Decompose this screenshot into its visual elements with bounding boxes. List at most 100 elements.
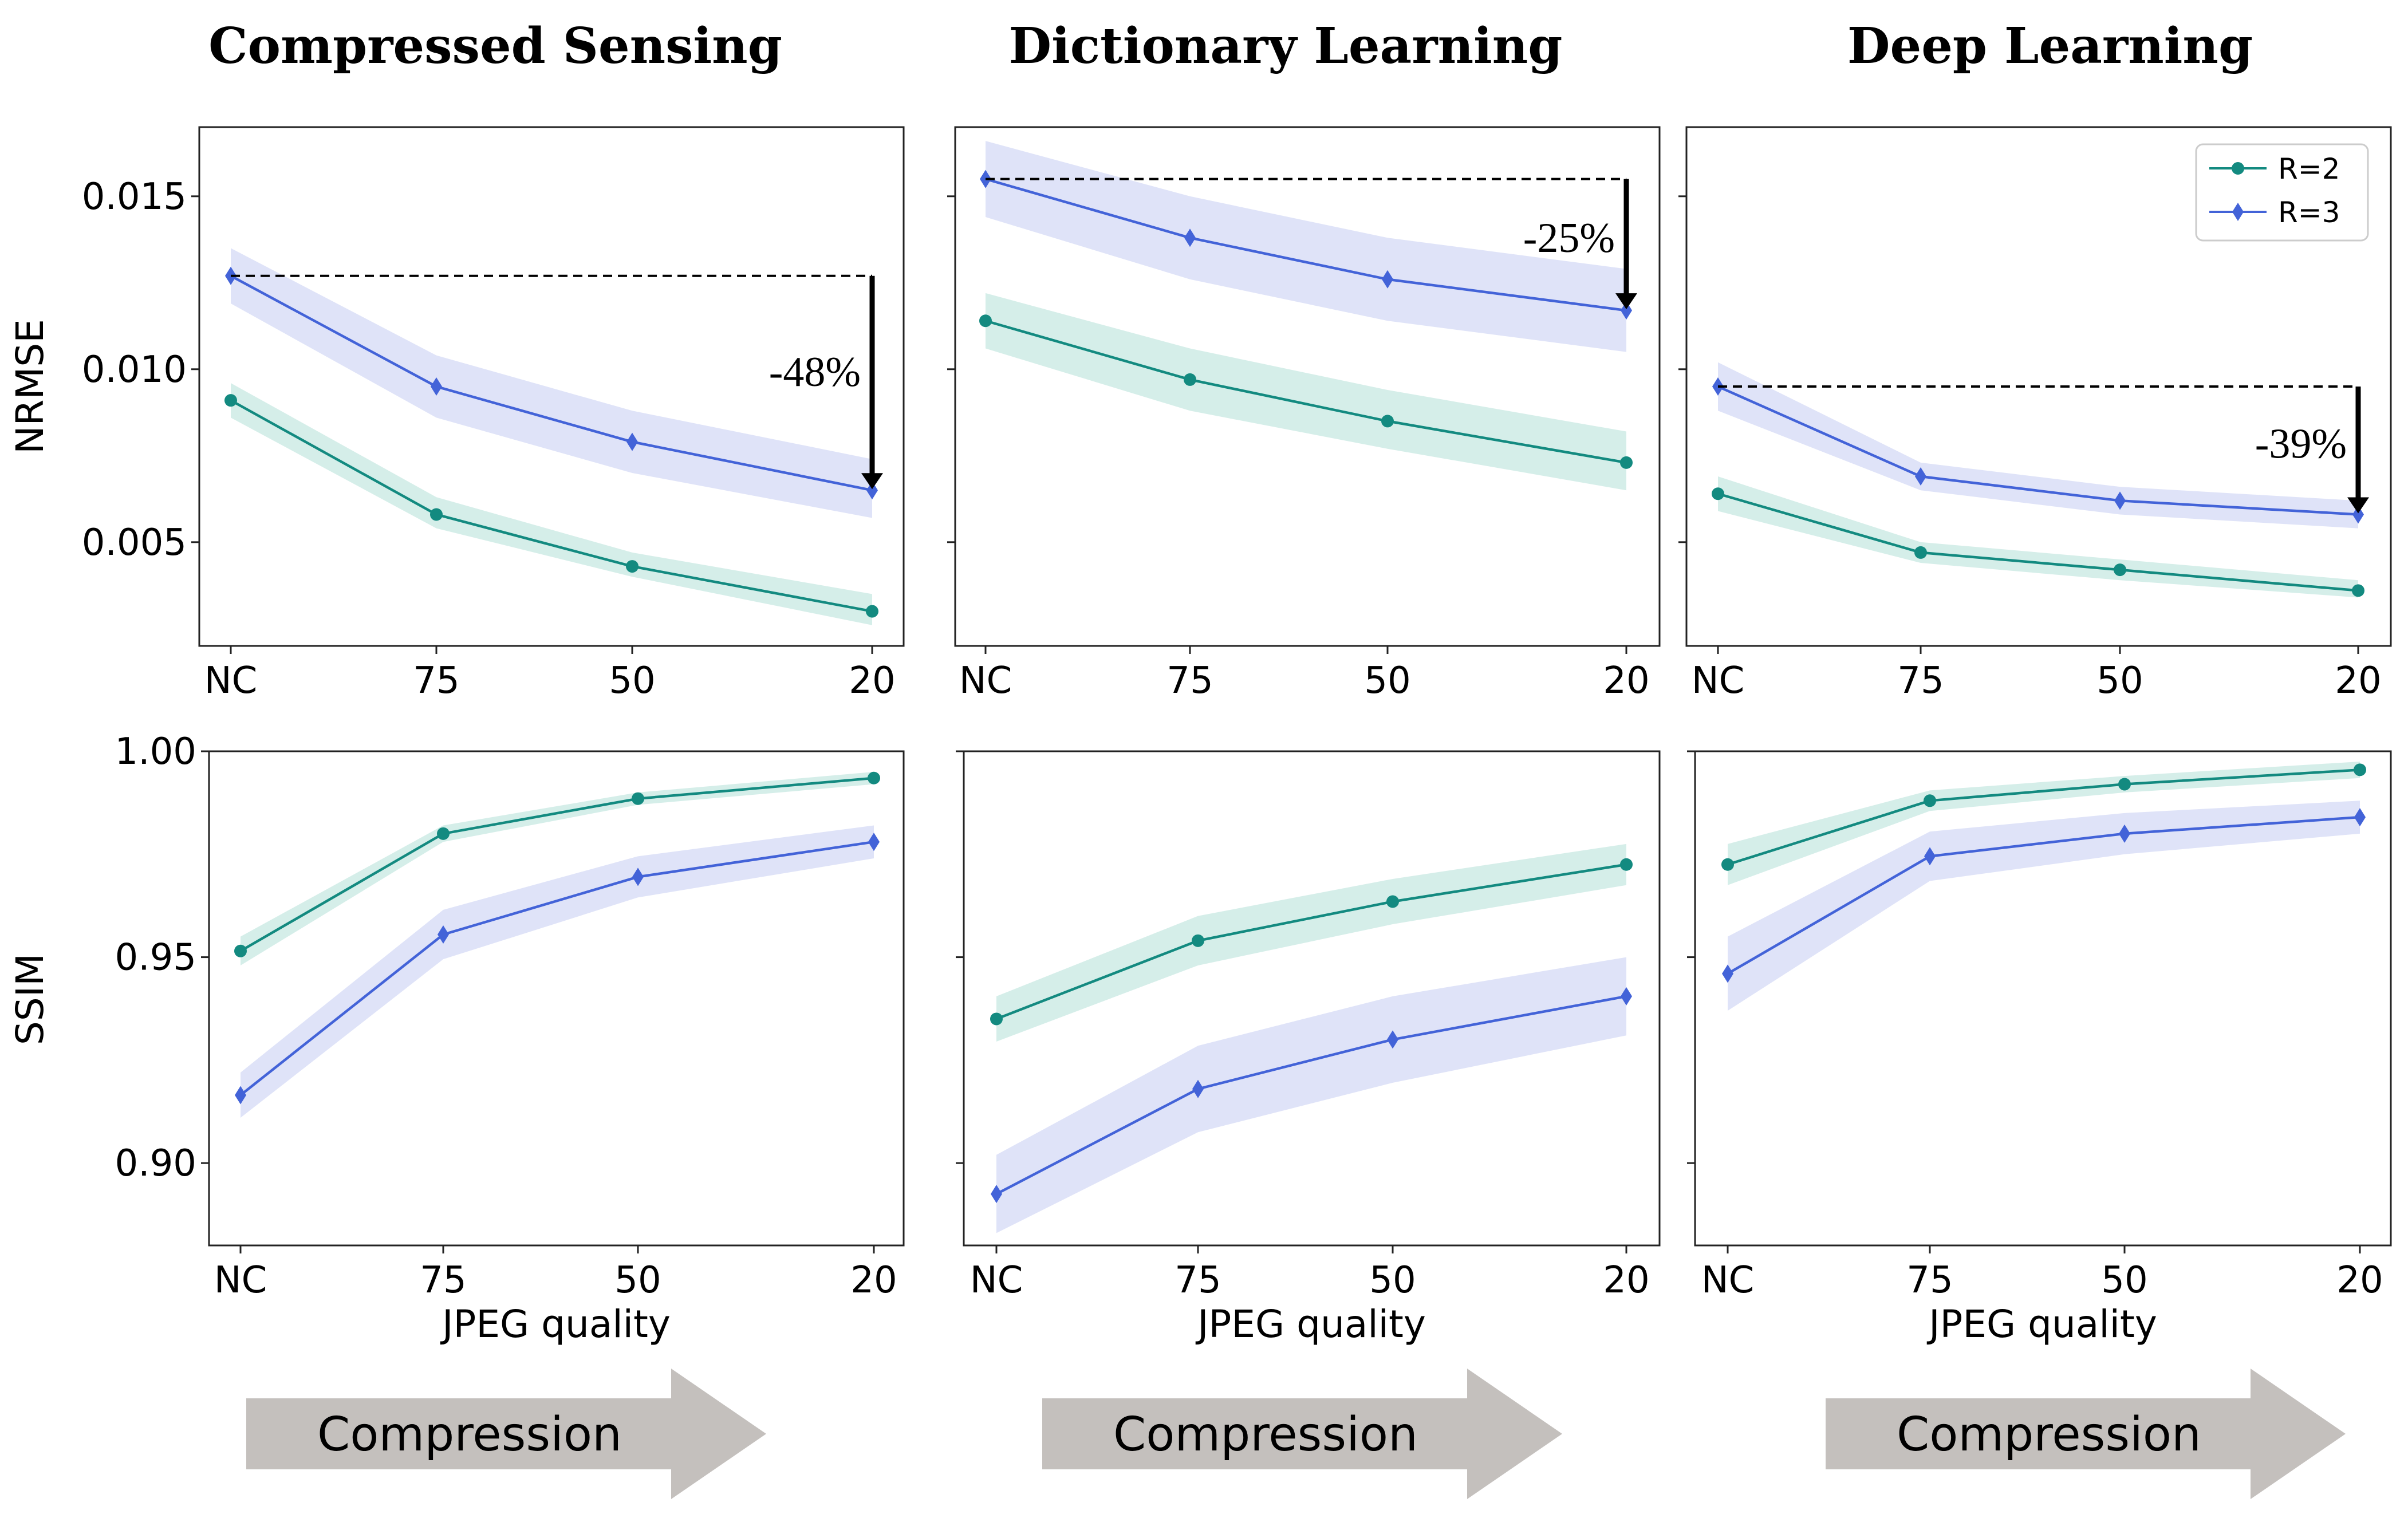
data-point-r2: [1924, 794, 1936, 807]
series-line-r3: [985, 178, 1627, 312]
data-point-r3: [1621, 987, 1632, 1006]
x-tick-label: 20: [1603, 1259, 1649, 1302]
data-point-r3: [1722, 964, 1733, 983]
annotation-percent-label: -48%: [769, 349, 861, 396]
x-tick-label: NC: [970, 1259, 1023, 1302]
x-tick-label: NC: [1692, 660, 1745, 702]
data-point-r2: [1721, 858, 1734, 871]
data-point-r2: [979, 314, 992, 328]
x-tick-label: 50: [609, 660, 655, 702]
x-tick-label: 50: [2101, 1259, 2147, 1302]
data-point-r3: [431, 377, 442, 396]
data-point-r3: [1915, 467, 1926, 486]
data-point-r2: [868, 771, 880, 784]
x-tick-label: NC: [204, 660, 258, 702]
data-point-r3: [1192, 1079, 1204, 1098]
legend: R=2 R=3: [2195, 143, 2369, 242]
data-point-r3: [1924, 847, 1936, 866]
data-point-r2: [437, 827, 450, 840]
column-title-deep-learning: Deep Learning: [1847, 17, 2253, 75]
data-point-r2: [626, 560, 639, 573]
x-tick-label: NC: [1701, 1259, 1755, 1302]
legend-marker-r3: [2232, 203, 2244, 221]
x-tick-label: 50: [1369, 1259, 1416, 1302]
x-tick-label: 20: [850, 1259, 897, 1302]
plot-frame: [963, 750, 1661, 1247]
plot-frame: [198, 126, 905, 647]
ssim-panel-compressed-sensing: 1.00 0.95 0.90 NC 75 50 20 SSIM JPEG quality: [8, 731, 905, 1346]
series-line-r3: [230, 274, 873, 492]
confidence-band-r2: [241, 771, 874, 965]
x-axis-label: JPEG quality: [1926, 1302, 2157, 1346]
data-point-r2: [1192, 934, 1204, 947]
y-tick-label: 0.90: [115, 1142, 197, 1185]
x-tick-label: 75: [1175, 1259, 1221, 1302]
data-point-r2: [632, 792, 644, 805]
series-line-r2: [230, 399, 873, 613]
x-tick-label: 75: [413, 660, 459, 702]
confidence-band-r3: [986, 141, 1626, 352]
x-tick-label: 20: [1603, 660, 1649, 702]
plot-frame: [1694, 750, 2392, 1247]
legend-marker-r2: [2232, 162, 2244, 175]
series-line-r3: [1717, 385, 2359, 516]
x-tick-label: 50: [1364, 660, 1410, 702]
data-point-r3: [438, 925, 449, 944]
y-tick-label: 0.005: [82, 522, 187, 564]
data-point-r3: [866, 481, 878, 500]
data-point-r2: [224, 394, 237, 407]
data-point-r2: [430, 508, 443, 521]
annotation-arrow-head: [2347, 497, 2369, 514]
x-tick-label: NC: [214, 1259, 267, 1302]
compression-arrow-shape: [1042, 1369, 1562, 1499]
data-point-r2: [2352, 584, 2364, 597]
y-tick-label: 0.95: [115, 937, 197, 979]
data-point-r3: [868, 833, 880, 851]
compression-label: Compression: [1113, 1407, 1418, 1462]
x-tick-label: 75: [1166, 660, 1213, 702]
series-line-r2: [985, 320, 1627, 464]
data-point-r2: [990, 1012, 1003, 1026]
column-title-dictionary-learning: Dictionary Learning: [1009, 17, 1563, 75]
data-point-r2: [2118, 778, 2131, 791]
data-point-r3: [1387, 1030, 1398, 1049]
ssim-panel-dictionary-learning: NC 75 50 20 JPEG quality: [956, 750, 1661, 1346]
x-tick-label: 20: [2335, 660, 2381, 702]
plot-frame: [954, 126, 1661, 647]
y-tick-label: 0.010: [82, 349, 187, 391]
x-tick-label: 75: [1897, 660, 1944, 702]
annotation-arrow-head: [1615, 293, 1637, 310]
compression-arrow-shape: [246, 1369, 766, 1499]
series-line-r2: [1727, 768, 2360, 866]
data-point-r2: [1712, 487, 1724, 500]
series-line-r2: [996, 863, 1627, 1020]
confidence-band-r3: [231, 248, 872, 518]
data-point-r3: [1382, 270, 1393, 289]
data-point-r3: [235, 1086, 246, 1105]
data-point-r3: [2114, 491, 2126, 510]
data-point-r3: [626, 432, 638, 451]
compression-label: Compression: [317, 1407, 622, 1462]
nrmse-panel-deep-learning: NC 75 50 20 -39%: [1678, 126, 2392, 702]
column-title-compressed-sensing: Compressed Sensing: [208, 17, 782, 75]
data-point-r2: [866, 605, 878, 618]
x-tick-label: 75: [1906, 1259, 1953, 1302]
plot-frame: [1685, 126, 2392, 647]
confidence-band-r2: [996, 843, 1626, 1042]
compression-arrow-dictionary-learning: Compression: [1042, 1369, 1562, 1499]
data-point-r2: [1386, 895, 1399, 908]
x-tick-label: 50: [2096, 660, 2143, 702]
data-point-r3: [1184, 228, 1196, 247]
nrmse-panel-compressed-sensing: 0.015 0.010 0.005 NC 75 50 20 NRMSE -48%: [8, 126, 905, 702]
annotation-percent-label: -39%: [2255, 421, 2347, 468]
legend-label-r3: R=3: [2278, 196, 2340, 229]
ssim-panel-deep-learning: NC 75 50 20 JPEG quality: [1687, 750, 2392, 1346]
confidence-band-r3: [241, 825, 874, 1118]
confidence-band-r2: [1718, 476, 2358, 598]
x-axis-label: JPEG quality: [440, 1302, 671, 1346]
confidence-band-r2: [986, 293, 1626, 491]
x-tick-label: NC: [959, 660, 1012, 702]
compression-arrow-deep-learning: Compression: [1826, 1369, 2346, 1499]
data-point-r2: [2354, 763, 2366, 776]
